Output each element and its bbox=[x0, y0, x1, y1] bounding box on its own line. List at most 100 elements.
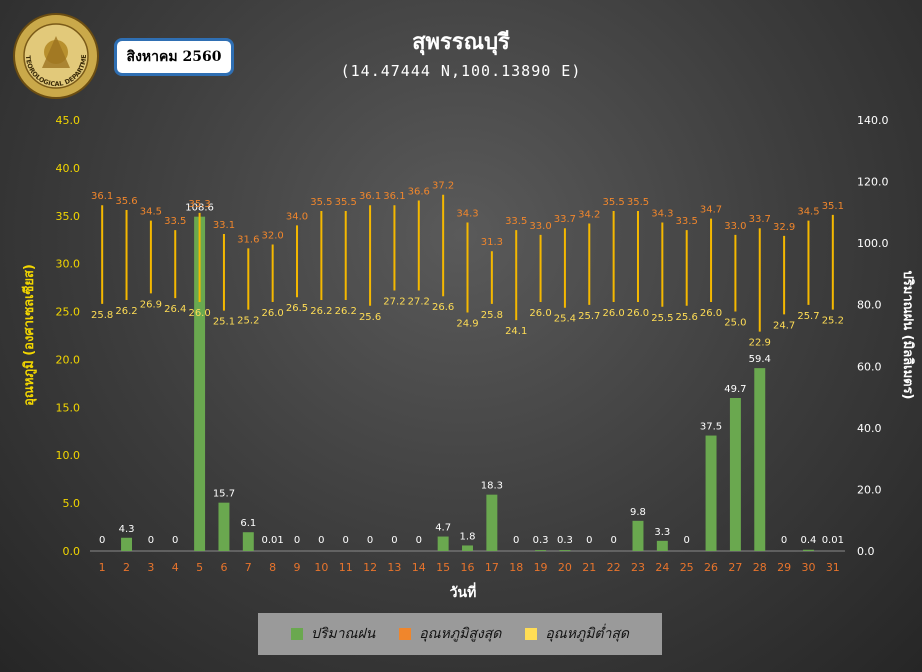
tmin-value-label: 26.0 bbox=[602, 308, 624, 319]
x-axis-tick-label: 11 bbox=[339, 561, 353, 574]
tmin-value-label: 25.7 bbox=[797, 311, 819, 322]
x-axis-tick-label: 4 bbox=[172, 561, 179, 574]
chart-legend: ปริมาณฝน อุณหภูมิสูงสุด อุณหภูมิต่ำสุด bbox=[258, 613, 662, 655]
tmin-value-label: 25.6 bbox=[359, 312, 381, 323]
tmin-value-label: 26.0 bbox=[529, 308, 551, 319]
x-axis-tick-label: 31 bbox=[826, 561, 840, 574]
right-axis-tick-label: 80.0 bbox=[857, 299, 882, 312]
tmin-value-label: 26.2 bbox=[335, 306, 357, 317]
rain-value-label: 4.7 bbox=[435, 523, 451, 534]
rain-value-label: 0 bbox=[343, 535, 349, 546]
tmin-value-label: 26.2 bbox=[115, 306, 137, 317]
right-axis-title: ปริมาณฝน (มิลลิเมตร) bbox=[900, 270, 915, 399]
x-axis-tick-label: 1 bbox=[99, 561, 106, 574]
legend-item-tmax: อุณหภูมิสูงสุด bbox=[399, 623, 501, 645]
rain-value-label: 0 bbox=[513, 535, 519, 546]
rain-bar bbox=[559, 550, 571, 551]
tmax-value-label: 33.5 bbox=[676, 216, 698, 227]
tmin-value-label: 27.2 bbox=[383, 296, 405, 307]
right-axis-tick-label: 100.0 bbox=[857, 237, 889, 250]
rain-value-label: 6.1 bbox=[240, 518, 256, 529]
meteorological-department-seal: METEOROLOGICAL DEPARTMENT bbox=[9, 6, 100, 100]
tmax-value-label: 34.3 bbox=[456, 208, 478, 219]
rain-value-label: 0.01 bbox=[262, 535, 284, 546]
tmin-value-label: 25.5 bbox=[651, 313, 673, 324]
x-axis-tick-label: 7 bbox=[245, 561, 252, 574]
rain-value-label: 4.3 bbox=[119, 524, 135, 535]
chart-axes: 0.05.010.015.020.025.030.035.040.045.00.… bbox=[56, 114, 889, 574]
month-label: สิงหาคม 2560 bbox=[126, 49, 222, 65]
tmin-value-label: 27.2 bbox=[408, 296, 430, 307]
rain-value-label: 3.3 bbox=[654, 527, 670, 538]
tmax-value-label: 33.1 bbox=[213, 220, 235, 231]
rain-bar bbox=[437, 536, 449, 551]
left-axis-tick-label: 25.0 bbox=[56, 306, 81, 319]
left-axis-title: อุณหภูมิ (องศาเซลเซียส) bbox=[21, 264, 37, 406]
tmin-value-label: 25.4 bbox=[554, 314, 576, 325]
rain-value-label: 0.3 bbox=[533, 535, 549, 546]
rain-value-label: 9.8 bbox=[630, 507, 646, 518]
tmin-value-label: 26.0 bbox=[188, 308, 210, 319]
tmax-value-label: 31.6 bbox=[237, 234, 259, 245]
legend-label-tmin: อุณหภูมิต่ำสุด bbox=[545, 626, 630, 642]
station-coordinates: (14.47444 N,100.13890 E) bbox=[340, 62, 582, 80]
x-axis-tick-label: 2 bbox=[123, 561, 130, 574]
x-axis-tick-label: 18 bbox=[509, 561, 523, 574]
x-axis-tick-label: 12 bbox=[363, 561, 377, 574]
rain-bar bbox=[705, 435, 717, 551]
tmin-value-label: 25.8 bbox=[91, 310, 113, 321]
rain-bar bbox=[194, 216, 206, 551]
left-axis-tick-label: 40.0 bbox=[56, 162, 81, 175]
legend-label-rain: ปริมาณฝน bbox=[310, 626, 376, 642]
rain-bars bbox=[121, 216, 814, 551]
legend-item-rain: ปริมาณฝน bbox=[290, 623, 376, 645]
rain-value-label: 59.4 bbox=[749, 354, 771, 365]
right-axis-tick-label: 40.0 bbox=[857, 422, 882, 435]
tmin-value-label: 26.2 bbox=[310, 306, 332, 317]
rain-bar bbox=[218, 502, 230, 551]
x-axis-tick-label: 24 bbox=[655, 561, 669, 574]
x-axis-tick-label: 20 bbox=[558, 561, 572, 574]
tmin-value-label: 25.1 bbox=[213, 317, 235, 328]
tmin-value-label: 26.0 bbox=[627, 308, 649, 319]
left-axis-tick-label: 10.0 bbox=[56, 449, 81, 462]
rain-value-label: 0 bbox=[781, 535, 787, 546]
x-axis-tick-label: 9 bbox=[294, 561, 301, 574]
tmin-value-label: 24.1 bbox=[505, 326, 527, 337]
rain-value-label: 1.8 bbox=[460, 531, 476, 542]
x-axis-tick-label: 3 bbox=[147, 561, 154, 574]
rain-bar bbox=[486, 494, 498, 551]
x-axis-tick-label: 10 bbox=[314, 561, 328, 574]
station-title: สุพรรณบุรี bbox=[412, 30, 510, 55]
tmax-value-label: 35.5 bbox=[602, 197, 624, 208]
tmin-value-label: 24.7 bbox=[773, 320, 795, 331]
month-label-box: สิงหาคม 2560 bbox=[114, 38, 234, 76]
rain-value-label: 108.6 bbox=[185, 203, 214, 214]
rain-value-label: 0 bbox=[416, 535, 422, 546]
x-axis-tick-label: 29 bbox=[777, 561, 791, 574]
rain-value-label: 0 bbox=[610, 535, 616, 546]
rain-value-label: 0 bbox=[318, 535, 324, 546]
x-axis-tick-label: 13 bbox=[387, 561, 401, 574]
tmax-value-label: 34.0 bbox=[286, 211, 308, 222]
tmax-value-label: 33.7 bbox=[554, 214, 576, 225]
rain-bar bbox=[121, 537, 133, 551]
x-axis-title: วันที่ bbox=[450, 582, 477, 601]
x-axis-tick-label: 21 bbox=[582, 561, 596, 574]
tmax-value-label: 33.5 bbox=[164, 216, 186, 227]
tmin-value-label: 26.0 bbox=[700, 308, 722, 319]
tmax-value-label: 35.3 bbox=[188, 199, 210, 210]
right-axis-tick-label: 60.0 bbox=[857, 360, 882, 373]
rain-value-label: 37.5 bbox=[700, 422, 722, 433]
x-axis-tick-label: 15 bbox=[436, 561, 450, 574]
rain-value-label: 0 bbox=[391, 535, 397, 546]
x-axis-tick-label: 30 bbox=[801, 561, 815, 574]
temperature-ranges bbox=[101, 194, 834, 332]
tmin-value-label: 26.0 bbox=[262, 308, 284, 319]
x-axis-tick-label: 26 bbox=[704, 561, 718, 574]
tmax-value-label: 36.6 bbox=[408, 186, 430, 197]
tmax-value-label: 34.5 bbox=[140, 207, 162, 218]
left-axis-tick-label: 35.0 bbox=[56, 210, 81, 223]
rain-bar bbox=[462, 545, 473, 551]
